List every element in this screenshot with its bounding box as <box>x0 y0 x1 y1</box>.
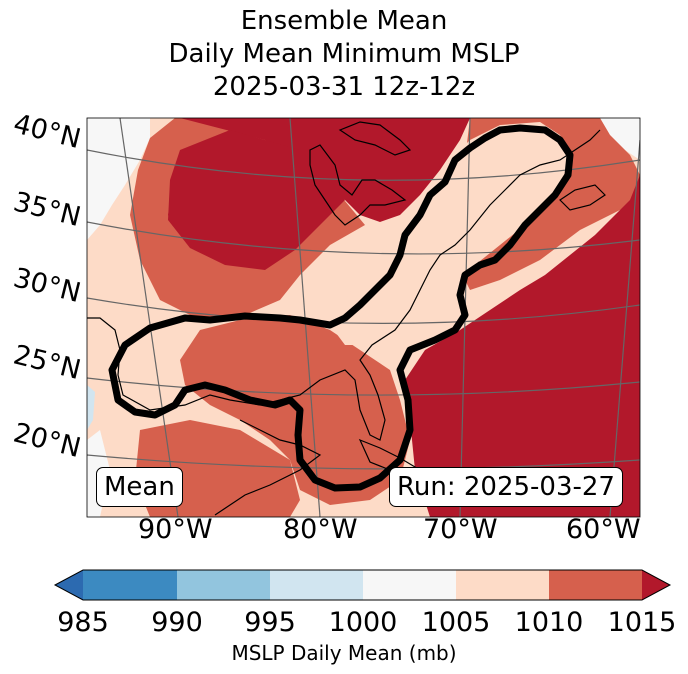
title-line-3: 2025-03-31 12z-12z <box>212 72 476 102</box>
coast-lakes-2 <box>338 121 412 156</box>
field-1000-ne <box>600 118 640 160</box>
lon-label-70w: 70°W <box>423 514 498 545</box>
graticule-90w <box>119 118 179 517</box>
coast-yucatan <box>214 419 322 516</box>
graticule-35n <box>87 221 640 255</box>
colorbar-tick: 1005 <box>421 607 491 638</box>
colorbar-1005-1010 <box>456 570 549 600</box>
lon-label-80w: 80°W <box>283 514 358 545</box>
mslp-field <box>87 118 640 517</box>
colorbar-extend-high <box>642 570 670 600</box>
colorbar-1010-1015 <box>549 570 642 600</box>
graticule-30n <box>87 297 640 324</box>
lon-label-60w: 60°W <box>566 514 641 545</box>
title-line-1: Ensemble Mean <box>240 6 448 36</box>
mean-label-box: Mean <box>96 467 183 507</box>
colorbar-extend-low <box>55 570 83 600</box>
contour-outline <box>108 124 574 492</box>
colorbar-tick: 995 <box>244 607 296 638</box>
colorbar-tick: 1015 <box>607 607 677 638</box>
colorbar-tick: 1010 <box>514 607 584 638</box>
map-frame <box>86 117 641 518</box>
colorbar-frame <box>53 569 672 601</box>
lon-label-90w: 90°W <box>138 514 213 545</box>
graticule-20n <box>87 454 640 470</box>
colorbar-990-995 <box>177 570 270 600</box>
field-995-w <box>87 385 95 430</box>
coastlines <box>87 121 606 516</box>
colorbar-tick: 985 <box>57 607 109 638</box>
run-label-box: Run: 2025-03-27 <box>389 467 623 507</box>
field-1005-corridor <box>330 122 570 345</box>
coast-nova-scotia <box>559 184 606 211</box>
colorbar-tick: 990 <box>151 607 203 638</box>
field-1015-atlantic <box>405 175 640 517</box>
field-1010-gulf <box>180 315 410 505</box>
colorbar-985-990 <box>83 570 177 600</box>
colorbar-label: MSLP Daily Mean (mb) <box>231 641 457 665</box>
colorbar-1000-1005 <box>363 570 456 600</box>
colorbar-995-1000 <box>270 570 363 600</box>
title-line-2: Daily Mean Minimum MSLP <box>168 39 520 69</box>
colorbar <box>53 569 672 601</box>
field-1000-nw <box>87 118 150 240</box>
graticule-25n <box>87 377 640 396</box>
coast-gulf <box>87 129 601 441</box>
field-1015-lakes <box>168 130 345 270</box>
graticule-60w <box>609 139 640 517</box>
colorbar-tick: 1000 <box>328 607 398 638</box>
coast-lakes <box>309 144 407 226</box>
